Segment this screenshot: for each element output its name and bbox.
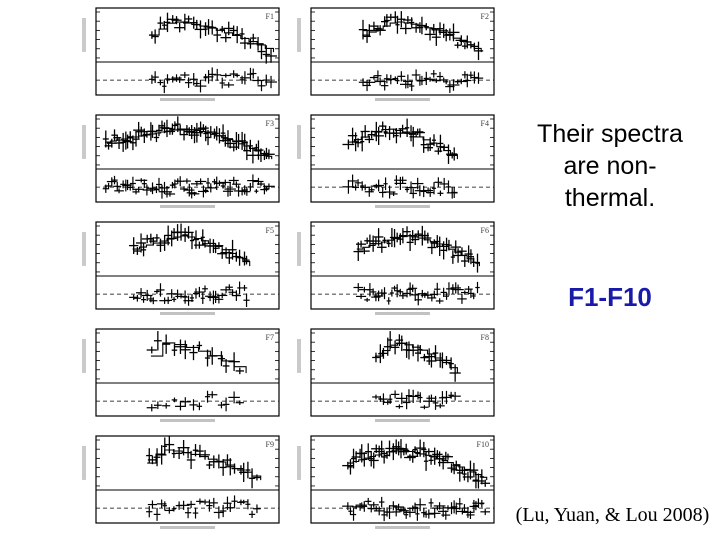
x-axis-label-smudge [160,526,215,529]
panel-frame [310,328,495,417]
spectrum-panel: F5 [82,221,280,315]
panel-frame [95,7,280,96]
panel-label: F6 [481,226,489,235]
y-axis-label-smudge [82,339,86,373]
panel-frame [95,328,280,417]
y-axis-label-smudge [82,446,86,480]
panel-label: F7 [266,333,274,342]
x-axis-label-smudge [160,312,215,315]
y-axis-label-smudge [82,125,86,159]
x-axis-label-smudge [375,205,430,208]
spectrum-panel: F7 [82,328,280,422]
spectrum-panel: F4 [297,114,495,208]
citation-text: (Lu, Yuan, & Lou 2008) [515,504,710,526]
caption-text: Their spectra are non- thermal. [520,118,700,214]
panel-label: F1 [266,12,274,21]
panel-label: F9 [266,440,274,449]
y-axis-label-smudge [297,446,301,480]
panel-frame [95,435,280,524]
panel-label: F10 [477,440,489,449]
model-curve [150,342,247,374]
spectrum-panel: F3 [82,114,280,208]
caption-line: thermal. [564,184,656,212]
caption-line: Their spectra [537,120,683,148]
spectrum-panel: F9 [82,435,280,529]
panel-frame [310,435,495,524]
flare-range-label: F1-F10 [568,282,652,312]
x-axis-label-smudge [375,419,430,422]
panel-frame [310,114,495,203]
y-axis-label-smudge [297,125,301,159]
x-axis-label-smudge [160,205,215,208]
y-axis-label-smudge [82,18,86,52]
panel-frame [95,114,280,203]
y-axis-label-smudge [297,232,301,266]
panel-label: F4 [481,119,489,128]
x-axis-label-smudge [375,312,430,315]
panel-frame [95,221,280,310]
x-axis-label-smudge [160,98,215,101]
spectrum-panel: F8 [297,328,495,422]
spectrum-panel: F6 [297,221,495,315]
panel-frame [310,7,495,96]
spectra-figure-grid: F1 F2 F3 F4 F5 F6 F7 F8 F9 F10 [78,4,498,534]
model-curve [150,21,275,53]
panel-label: F8 [481,333,489,342]
x-axis-label-smudge [375,98,430,101]
spectrum-panel: F2 [297,7,495,101]
y-axis-label-smudge [297,18,301,52]
panel-label: F2 [481,12,489,21]
panel-label: F3 [266,119,274,128]
x-axis-label-smudge [375,526,430,529]
spectrum-panel: F10 [297,435,495,529]
caption-line: are non- [563,152,657,180]
y-axis-label-smudge [82,232,86,266]
y-axis-label-smudge [297,339,301,373]
x-axis-label-smudge [160,419,215,422]
spectrum-panel: F1 [82,7,280,101]
panel-label: F5 [266,226,274,235]
panel-frame [310,221,495,310]
